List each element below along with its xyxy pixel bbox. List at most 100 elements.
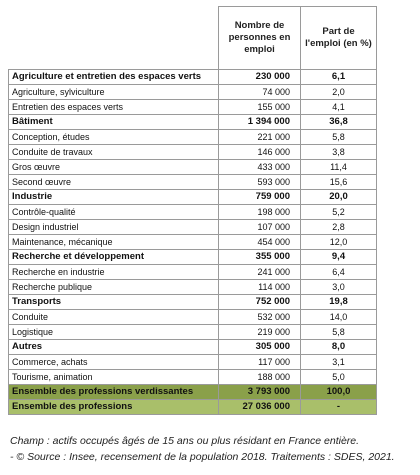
share-cell: 11,4	[300, 159, 377, 175]
share-cell: 2,0	[300, 84, 377, 100]
label-cell: Commerce, achats	[8, 354, 219, 370]
notes: Champ : actifs occupés âgés de 15 ans ou…	[10, 433, 395, 465]
count-cell: 433 000	[218, 159, 301, 175]
table-body: Agriculture et entretien des espaces ver…	[8, 69, 377, 415]
sub-row: Recherche publique 114 000 3,0	[8, 279, 377, 295]
share-cell: -	[300, 399, 377, 415]
count-cell: 532 000	[218, 309, 301, 325]
count-cell: 74 000	[218, 84, 301, 100]
count-cell: 230 000	[218, 69, 301, 85]
group-row: Industrie 759 000 20,0	[8, 189, 377, 205]
sub-row: Entretien des espaces verts 155 000 4,1	[8, 99, 377, 115]
count-cell: 219 000	[218, 324, 301, 340]
share-cell: 5,2	[300, 204, 377, 220]
share-cell: 5,0	[300, 369, 377, 385]
share-cell: 3,0	[300, 279, 377, 295]
count-cell: 155 000	[218, 99, 301, 115]
label-cell: Recherche en industrie	[8, 264, 219, 280]
group-row: Transports 752 000 19,8	[8, 294, 377, 310]
label-cell: Second œuvre	[8, 174, 219, 190]
count-cell: 752 000	[218, 294, 301, 310]
header-cell: Nombre de personnes en emploi	[218, 6, 301, 70]
label-cell: Autres	[8, 339, 219, 355]
label-cell: Logistique	[8, 324, 219, 340]
group-row: Bâtiment 1 394 000 36,8	[8, 114, 377, 130]
count-cell: 593 000	[218, 174, 301, 190]
sub-row: Agriculture, sylviculture 74 000 2,0	[8, 84, 377, 100]
total1-row: Ensemble des professions verdissantes 3 7…	[8, 384, 377, 400]
count-cell: 146 000	[218, 144, 301, 160]
count-cell: 114 000	[218, 279, 301, 295]
label-cell: Recherche publique	[8, 279, 219, 295]
count-cell: 241 000	[218, 264, 301, 280]
label-cell: Industrie	[8, 189, 219, 205]
sub-row: Conception, études 221 000 5,8	[8, 129, 377, 145]
count-cell: 188 000	[218, 369, 301, 385]
label-cell: Conduite de travaux	[8, 144, 219, 160]
share-cell: 36,8	[300, 114, 377, 130]
share-cell: 5,8	[300, 129, 377, 145]
total2-row: Ensemble des professions 27 036 000-	[8, 399, 377, 415]
count-cell: 27 036 000	[218, 399, 301, 415]
note: Champ : actifs occupés âgés de 15 ans ou…	[10, 435, 360, 447]
group-row: Agriculture et entretien des espaces ver…	[8, 69, 377, 85]
share-cell: 6,1	[300, 69, 377, 85]
share-cell: 3,1	[300, 354, 377, 370]
sub-row: Maintenance, mécanique 454 000 12,0	[8, 234, 377, 250]
sub-row: Design industriel 107 000 2,8	[8, 219, 377, 235]
label-cell: Recherche et développement	[8, 249, 219, 265]
label-cell: Design industriel	[8, 219, 219, 235]
label-cell: Ensemble des professions	[8, 399, 219, 415]
count-cell: 107 000	[218, 219, 301, 235]
share-cell: 20,0	[300, 189, 377, 205]
header-row: Nombre de personnes en emploi Part de l'…	[8, 6, 377, 70]
label-cell: Agriculture et entretien des espaces ver…	[8, 69, 219, 85]
sub-row: Tourisme, animation 188 000 5,0	[8, 369, 377, 385]
share-cell: 3,8	[300, 144, 377, 160]
share-cell: 14,0	[300, 309, 377, 325]
sub-row: Gros œuvre 433 000 11,4	[8, 159, 377, 175]
label-cell: Entretien des espaces verts	[8, 99, 219, 115]
share-cell: 100,0	[300, 384, 377, 400]
share-cell: 4,1	[300, 99, 377, 115]
count-cell: 198 000	[218, 204, 301, 220]
label-cell: Contrôle-qualité	[8, 204, 219, 220]
label-cell: Tourisme, animation	[8, 369, 219, 385]
sub-row: Contrôle-qualité 198 000 5,2	[8, 204, 377, 220]
label-cell: Agriculture, sylviculture	[8, 84, 219, 100]
group-row: Recherche et développement 355 000 9,4	[8, 249, 377, 265]
sub-row: Second œuvre 593 000 15,6	[8, 174, 377, 190]
note: - © Source : Insee, recensement de la po…	[10, 451, 395, 463]
count-cell: 221 000	[218, 129, 301, 145]
label-cell: Maintenance, mécanique	[8, 234, 219, 250]
count-cell: 355 000	[218, 249, 301, 265]
sub-row: Conduite de travaux 146 000 3,8	[8, 144, 377, 160]
count-cell: 305 000	[218, 339, 301, 355]
sub-row: Logistique 219 000 5,8	[8, 324, 377, 340]
share-cell: 9,4	[300, 249, 377, 265]
sub-row: Recherche en industrie 241 000 6,4	[8, 264, 377, 280]
header-cell: Part de l'emploi (en %)	[300, 6, 377, 70]
share-cell: 15,6	[300, 174, 377, 190]
label-cell: Transports	[8, 294, 219, 310]
label-cell: Conception, études	[8, 129, 219, 145]
count-cell: 1 394 000	[218, 114, 301, 130]
label-cell: Ensemble des professions verdissantes	[8, 384, 219, 400]
share-cell: 12,0	[300, 234, 377, 250]
share-cell: 8,0	[300, 339, 377, 355]
header-blank	[8, 6, 219, 70]
label-cell: Bâtiment	[8, 114, 219, 130]
share-cell: 2,8	[300, 219, 377, 235]
data-table: Nombre de personnes en emploi Part de l'…	[8, 6, 377, 415]
share-cell: 19,8	[300, 294, 377, 310]
label-cell: Gros œuvre	[8, 159, 219, 175]
count-cell: 117 000	[218, 354, 301, 370]
group-row: Autres 305 000 8,0	[8, 339, 377, 355]
share-cell: 5,8	[300, 324, 377, 340]
sub-row: Conduite 532 000 14,0	[8, 309, 377, 325]
sub-row: Commerce, achats 117 000 3,1	[8, 354, 377, 370]
count-cell: 759 000	[218, 189, 301, 205]
count-cell: 3 793 000	[218, 384, 301, 400]
count-cell: 454 000	[218, 234, 301, 250]
